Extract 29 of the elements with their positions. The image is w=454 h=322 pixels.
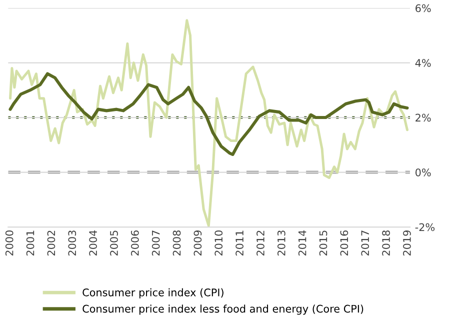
x-tick-label: 2019: [403, 230, 411, 256]
y-tick-label: 4%: [415, 59, 431, 67]
y-tick-label: 2%: [416, 114, 431, 122]
line-series: [9, 19, 408, 227]
legend-label: Consumer price index less food and energy (Core CPI): [82, 304, 364, 315]
x-tick-label: 2000: [5, 230, 14, 256]
x-tick-label: 2018: [382, 230, 390, 256]
y-tick-label: 6%: [416, 4, 431, 12]
x-tick-label: 2014: [298, 230, 306, 256]
x-tick-label: 2001: [26, 230, 34, 256]
x-tick-label: 2002: [47, 230, 56, 256]
x-tick-label: 2009: [194, 230, 202, 256]
y-tick-label: -2%: [415, 223, 435, 232]
y-tick-label: 0%: [416, 168, 431, 176]
line-series: [8, 72, 409, 156]
x-tick-label: 2010: [214, 230, 223, 256]
x-tick-label: 2004: [89, 230, 97, 256]
x-tick-label: 2003: [68, 230, 76, 256]
x-tick-label: 2015: [319, 230, 328, 256]
x-tick-label: 2005: [110, 230, 118, 256]
x-tick-label: 2016: [340, 230, 348, 256]
x-tick-label: 2013: [277, 230, 286, 256]
x-tick-label: 2011: [236, 230, 244, 256]
x-tick-label: 2008: [172, 230, 181, 256]
x-tick-label: 2017: [361, 230, 370, 256]
legend-label: Consumer price index (CPI): [82, 288, 224, 298]
x-tick-label: 2007: [152, 230, 160, 256]
x-tick-label: 2006: [130, 230, 139, 256]
x-tick-label: 2012: [256, 230, 264, 256]
